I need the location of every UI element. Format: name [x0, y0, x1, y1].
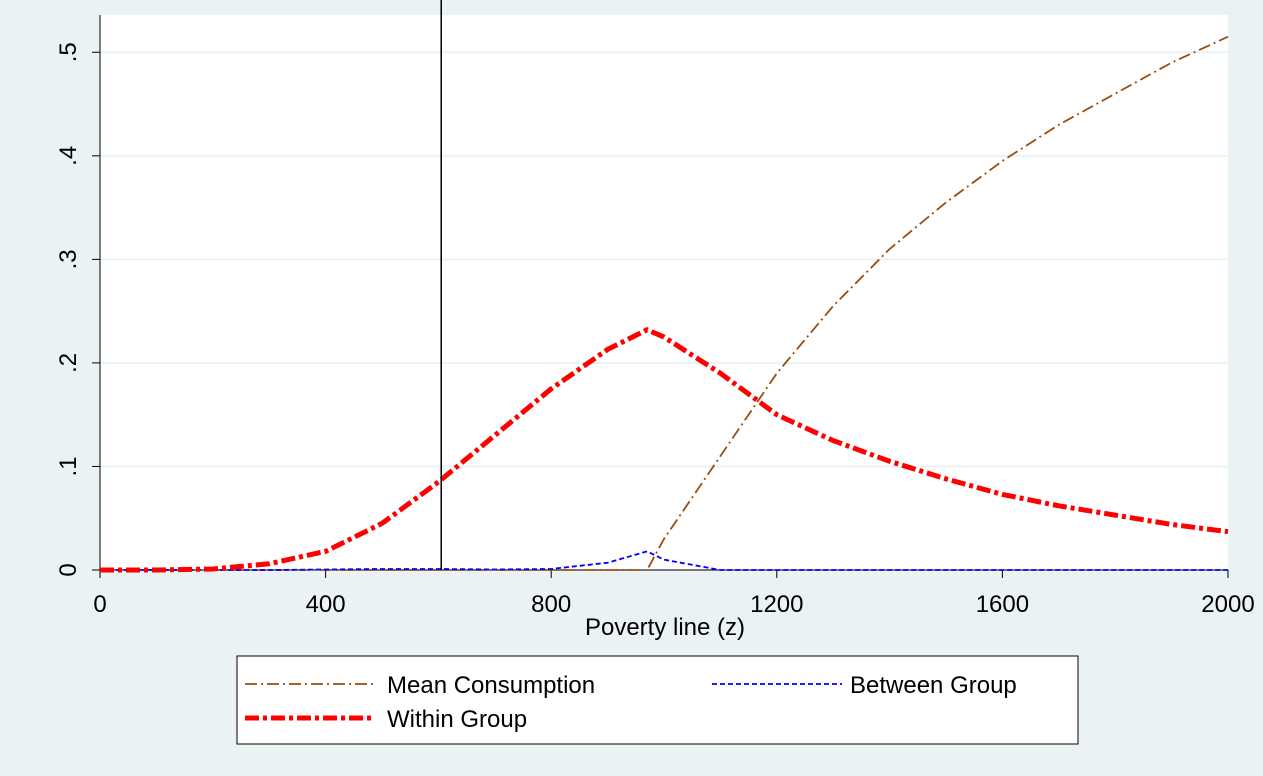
y-tick-label: .5	[55, 42, 82, 62]
y-tick-label: .4	[55, 146, 82, 166]
x-axis-label: Poverty line (z)	[585, 614, 745, 641]
y-tick-label: .3	[55, 249, 82, 269]
legend-label: Between Group	[850, 672, 1017, 699]
y-tick-label: .1	[55, 456, 82, 476]
x-tick-label: 2000	[1201, 591, 1254, 618]
x-tick-label: 1200	[750, 591, 803, 618]
series-line	[100, 35, 1229, 571]
legend-label: Within Group	[387, 706, 527, 733]
x-tick-label: 400	[306, 591, 346, 618]
legend-label: Mean Consumption	[387, 672, 595, 699]
plot-area	[100, 15, 1228, 570]
y-tick-label: 0	[55, 563, 82, 576]
x-tick-label: 1600	[976, 591, 1029, 618]
x-tick-label: 0	[93, 591, 106, 618]
legend	[236, 655, 1079, 745]
y-tick-label: .2	[55, 353, 82, 373]
series-line	[100, 327, 1229, 573]
x-tick-label: 800	[531, 591, 571, 618]
